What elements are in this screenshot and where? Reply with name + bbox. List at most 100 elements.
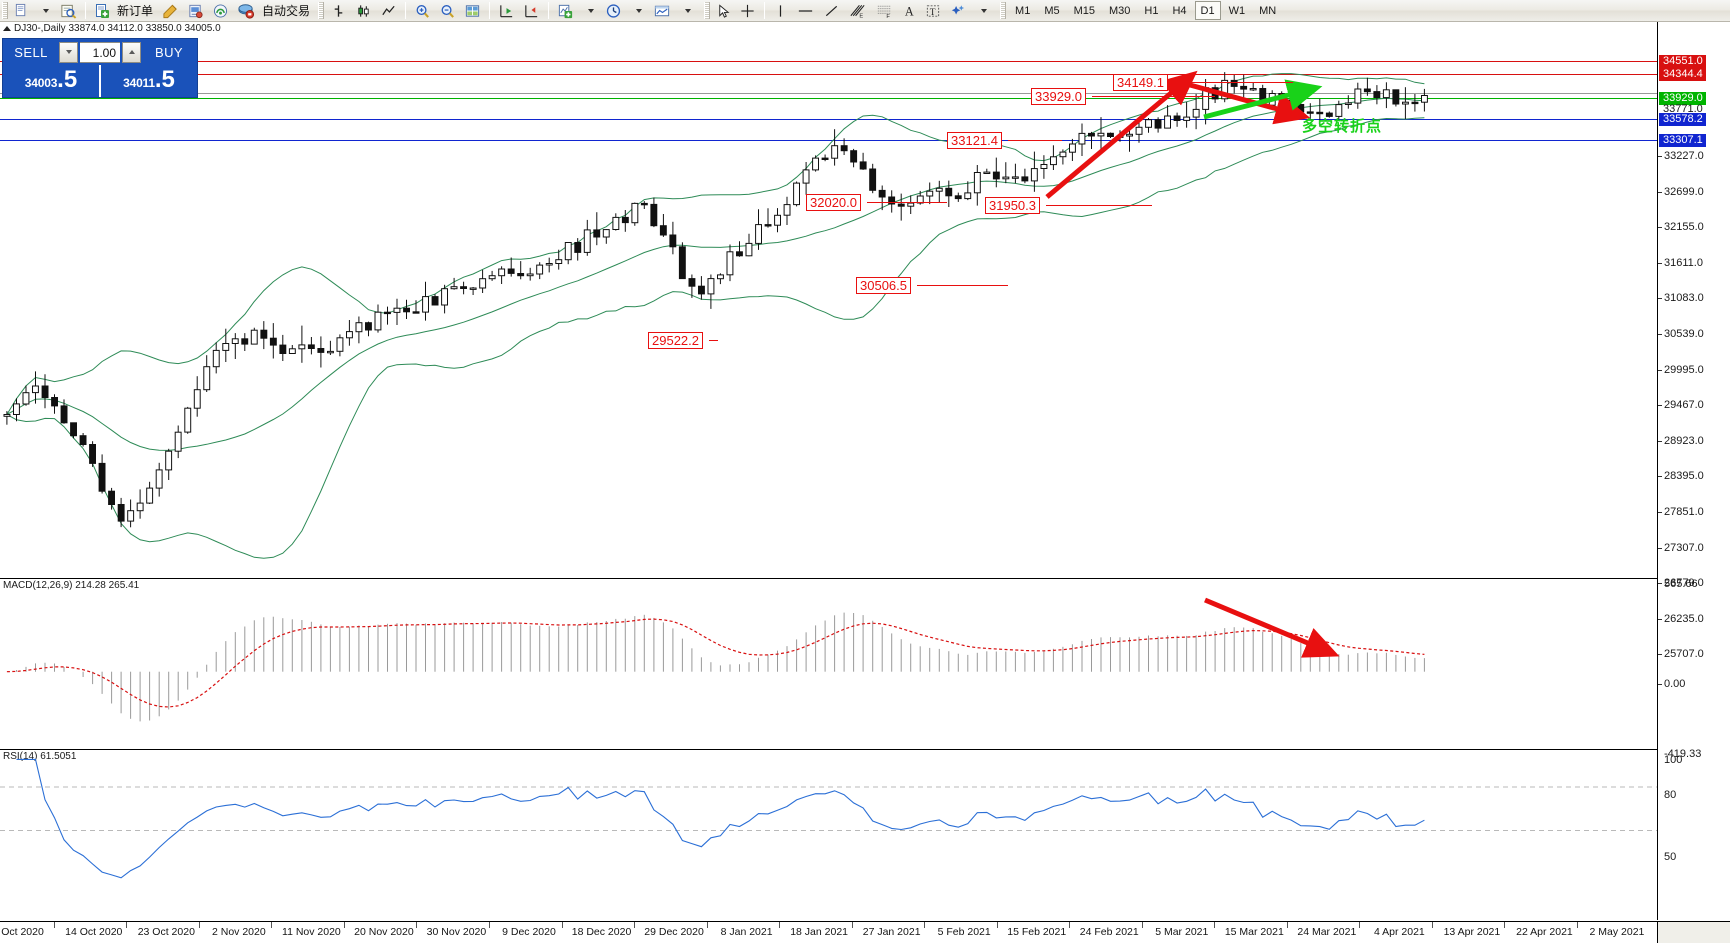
price-tickmark — [1658, 334, 1662, 335]
toolbar-grip[interactable] — [2, 2, 8, 19]
date-tick: 2 May 2021 — [1589, 926, 1645, 938]
trendline-icon[interactable] — [820, 1, 843, 20]
fibonacci-retracement-icon[interactable]: F — [872, 1, 897, 20]
date-tick: 30 Nov 2020 — [426, 926, 487, 938]
period-clock-icon[interactable] — [602, 1, 625, 20]
new-chart-icon[interactable] — [11, 1, 32, 20]
timeframe-m15[interactable]: M15 — [1073, 4, 1095, 17]
shapes-icon[interactable] — [946, 1, 970, 20]
price-annotation-33929-0[interactable]: 33929.0 — [1031, 88, 1086, 105]
buy-price[interactable]: 34011 .5 — [101, 65, 197, 97]
timeframe-group: M1 M5 M15 M30 H1 H4 D1 W1 MN — [1008, 1, 1283, 20]
price-tickmark — [1658, 547, 1662, 549]
chart-shift-icon[interactable] — [520, 1, 543, 20]
timeframe-w1[interactable]: W1 — [1228, 4, 1246, 17]
price-annotation-32020-0[interactable]: 32020.0 — [806, 194, 861, 211]
find-symbol-icon[interactable] — [57, 1, 80, 20]
date-tick: 15 Mar 2021 — [1224, 926, 1284, 938]
rsi-tick-100: 100 — [1664, 754, 1683, 766]
chart-collapse-icon[interactable] — [3, 26, 11, 31]
cursor-icon[interactable] — [713, 1, 734, 20]
timeframe-m1[interactable]: M1 — [1015, 4, 1031, 17]
price-tickmark — [1658, 440, 1662, 442]
volume-increment-button[interactable] — [122, 41, 141, 63]
text-icon[interactable]: A — [899, 1, 920, 20]
rsi-series — [0, 758, 1657, 879]
candlestick-chart-icon[interactable] — [352, 1, 375, 20]
price-tick-28923-0: 28923.0 — [1664, 434, 1704, 447]
crosshair-icon[interactable] — [736, 1, 759, 20]
text-label-icon[interactable]: T — [922, 1, 944, 20]
date-tick: 11 Nov 2020 — [282, 926, 341, 938]
level-line-34344 — [0, 74, 1657, 75]
toolbar-separator-2 — [405, 2, 407, 19]
sell-price-integer: 34003 — [24, 76, 58, 90]
volume-input[interactable]: 1.00 — [80, 41, 120, 63]
toolbar-grip-4[interactable] — [1000, 2, 1007, 19]
date-tick: 2 Nov 2020 — [211, 926, 266, 938]
bar-chart-icon[interactable] — [327, 1, 350, 20]
timeframe-h4[interactable]: H4 — [1172, 4, 1187, 17]
chevron-down-icon-5[interactable] — [972, 1, 993, 20]
add-indicator-icon[interactable] — [554, 1, 577, 20]
chevron-down-icon-4[interactable] — [676, 1, 697, 20]
chart-text-note[interactable]: 多空转折点 — [1302, 118, 1383, 135]
chevron-down-icon-3[interactable] — [627, 1, 648, 20]
price-tickmark — [1658, 227, 1662, 229]
date-tick: 14 Oct 2020 — [65, 926, 123, 938]
one-click-trading-panel[interactable]: SELL 1.00 BUY 34003 .5 34011 .5 — [2, 38, 198, 98]
horizontal-line-icon[interactable] — [793, 1, 818, 20]
date-tick: 15 Feb 2021 — [1007, 926, 1067, 938]
sell-button[interactable]: SELL — [5, 41, 57, 63]
templates-icon[interactable] — [650, 1, 674, 20]
price-annotation-34149-1[interactable]: 34149.1 — [1113, 74, 1168, 91]
chart-title: DJ30-,Daily 33874.0 34112.0 33850.0 3400… — [14, 23, 221, 34]
date-axis[interactable]: Oct 2020 14 Oct 2020 23 Oct 2020 2 Nov 2020… — [0, 921, 1657, 943]
chevron-down-icon[interactable] — [34, 1, 55, 20]
level-line-34551 — [0, 61, 1657, 62]
price-annotation-31950-3[interactable]: 31950.3 — [985, 197, 1040, 214]
price-annotation-29522-2[interactable]: 29522.2 — [648, 332, 703, 349]
signals-icon[interactable] — [209, 1, 232, 20]
date-tick: 23 Oct 2020 — [137, 926, 195, 938]
expert-advisor-icon[interactable] — [184, 1, 207, 20]
rsi-pane-divider — [0, 749, 1657, 750]
equidistant-channel-icon[interactable]: E — [845, 1, 870, 20]
new-order-icon[interactable] — [91, 1, 113, 20]
line-chart-icon[interactable] — [377, 1, 400, 20]
buy-button[interactable]: BUY — [143, 41, 195, 63]
timeframe-d1[interactable]: D1 — [1194, 1, 1221, 20]
chart-grid-icon[interactable] — [461, 1, 484, 20]
auto-scroll-icon[interactable] — [495, 1, 518, 20]
zoom-in-icon[interactable] — [411, 1, 434, 20]
timeframe-h1[interactable]: H1 — [1144, 4, 1159, 17]
rsi-pane[interactable]: RSI(14) 61.5051 — [0, 750, 1657, 921]
sell-price[interactable]: 34003 .5 — [3, 65, 99, 97]
price-label-33307-1: 33307.1 — [1659, 134, 1706, 147]
price-tick-26779-0: 26779.0 — [1664, 577, 1704, 590]
toolbar-grip-2[interactable] — [318, 2, 325, 19]
date-tickmark — [1069, 922, 1071, 928]
metaeditor-icon[interactable] — [159, 1, 182, 20]
vertical-line-icon[interactable] — [770, 1, 791, 20]
one-click-trading-controls: SELL 1.00 BUY — [3, 39, 197, 65]
price-annotation-33121-4[interactable]: 33121.4 — [947, 132, 1002, 149]
date-tickmark — [53, 922, 55, 928]
date-tickmark — [488, 922, 490, 928]
timeframe-m30[interactable]: M30 — [1109, 4, 1131, 17]
toolbar-grip-3[interactable] — [704, 2, 711, 19]
price-chart-pane[interactable]: 29522.2 32020.0 30506.5 33121.4 31950.3 33929… — [0, 33, 1657, 578]
autotrading-icon[interactable] — [234, 1, 258, 20]
price-tick-32155-0: 32155.0 — [1664, 221, 1704, 234]
macd-pane[interactable]: MACD(12,26,9) 214.28 265.41 — [0, 579, 1657, 749]
date-tickmark — [1286, 922, 1288, 928]
zoom-out-icon[interactable] — [436, 1, 459, 20]
volume-decrement-button[interactable] — [59, 41, 78, 63]
chevron-down-icon-2[interactable] — [579, 1, 600, 20]
price-annotation-30506-5[interactable]: 30506.5 — [856, 277, 911, 294]
timeframe-m5[interactable]: M5 — [1044, 4, 1060, 17]
date-tickmark — [779, 922, 781, 928]
price-tickmark — [1658, 583, 1662, 585]
price-scale[interactable]: 34551.0 34344.4 33929.0 33771.0 33578.2 33307… — [1657, 22, 1730, 920]
timeframe-mn[interactable]: MN — [1259, 4, 1277, 17]
